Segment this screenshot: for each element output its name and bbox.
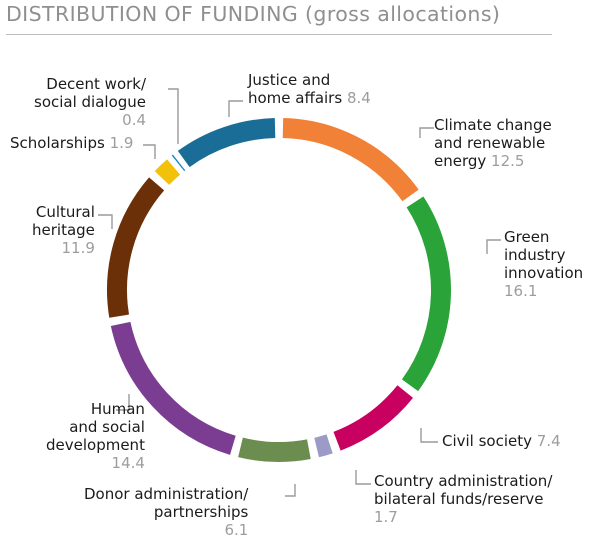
- donut-slice-decent-work-social-dialogue: [171, 154, 186, 172]
- slice-value: 0.4: [122, 111, 147, 129]
- slice-label: Human and social development 14.4: [46, 400, 145, 472]
- slice-label-line: and renewable: [434, 134, 546, 152]
- leader-line: [228, 100, 243, 117]
- slice-value: 14.4: [111, 454, 145, 472]
- slice-value: 7.4: [536, 432, 561, 450]
- slice-label-line: bilateral funds/reserve: [374, 490, 544, 508]
- donut-slice-civil-society: [333, 385, 413, 451]
- leader-line: [419, 127, 434, 138]
- slice-label: Cultural heritage 11.9: [32, 203, 95, 257]
- slice-label-line: social dialogue: [34, 93, 147, 111]
- slice-value: 6.1: [224, 521, 249, 539]
- title-divider: [6, 34, 552, 35]
- slice-label: Decent work/social dialogue 0.4: [34, 75, 146, 129]
- donut-slice-justice-and-home-affairs: [177, 118, 276, 168]
- chart-title: DISTRIBUTION OF FUNDING (gross allocatio…: [6, 2, 501, 26]
- slice-label-line: development: [46, 436, 145, 454]
- slice-value: 16.1: [504, 282, 538, 300]
- slice-value: 1.9: [109, 134, 134, 152]
- leader-line: [116, 394, 130, 411]
- slice-label: Scholarships 1.9: [10, 134, 133, 152]
- slice-label-text: Civil society: [442, 432, 533, 450]
- slice-label: Country administration/bilateral funds/r…: [374, 472, 552, 526]
- slice-label-line: Civil society 7.4: [442, 432, 561, 450]
- slice-label-line: Justice and: [248, 71, 331, 89]
- slice-label: Civil society 7.4: [442, 432, 561, 450]
- slice-label-line: and social: [69, 418, 145, 436]
- slice-label-line: Climate change: [434, 116, 552, 134]
- donut-slice-donor-administration-partnerships: [238, 437, 311, 462]
- slice-label-line: Scholarships 1.9: [10, 134, 133, 152]
- leader-line: [355, 470, 371, 485]
- slice-label-line: Human: [90, 400, 145, 418]
- slice-label: Justice and home affairs 8.4: [248, 71, 371, 107]
- slice-label: Climate change and renewable energy 12.5: [434, 116, 552, 170]
- slice-label-text: energy: [434, 152, 487, 170]
- slice-label-line: heritage: [32, 221, 95, 239]
- leader-line: [143, 144, 156, 159]
- slice-label-line: Donor administration/: [84, 485, 249, 503]
- donut-slice-human-and-social-development: [110, 321, 236, 455]
- slice-label: Donor administration/partnerships 6.1: [84, 485, 248, 539]
- slice-label-line: innovation: [504, 264, 584, 282]
- slice-label-line: Green: [504, 228, 550, 246]
- donut-slice-green-industry-innovation: [401, 196, 451, 392]
- donut-slice-cultural-heritage: [107, 177, 165, 318]
- slice-label-line: Decent work/: [46, 75, 147, 93]
- donut-slice-scholarships: [154, 159, 181, 186]
- slice-label-line: Cultural: [35, 203, 95, 221]
- donut-slice-country-administration-bilateral-funds-reserve: [314, 434, 333, 458]
- leader-line: [486, 239, 501, 254]
- leader-line: [168, 88, 179, 144]
- leader-line: [98, 214, 113, 229]
- donut-slice-climate-change-and-renewable-energy: [282, 118, 419, 202]
- slice-label: Green industry innovation 16.1: [504, 228, 583, 300]
- slice-value: 1.7: [374, 508, 398, 526]
- slice-value: 11.9: [61, 239, 95, 257]
- slice-label-line: energy 12.5: [434, 152, 552, 170]
- slice-label-text: Scholarships: [10, 134, 105, 152]
- slice-label-text: home affairs: [248, 89, 343, 107]
- slice-label-line: industry: [504, 246, 566, 264]
- slice-label-line: home affairs 8.4: [248, 89, 371, 107]
- leader-line: [285, 484, 296, 497]
- slice-label-line: Country administration/: [374, 472, 553, 490]
- leader-line: [420, 428, 438, 443]
- slice-value: 12.5: [491, 152, 525, 170]
- slice-value: 8.4: [346, 89, 371, 107]
- slice-label-line: partnerships: [153, 503, 249, 521]
